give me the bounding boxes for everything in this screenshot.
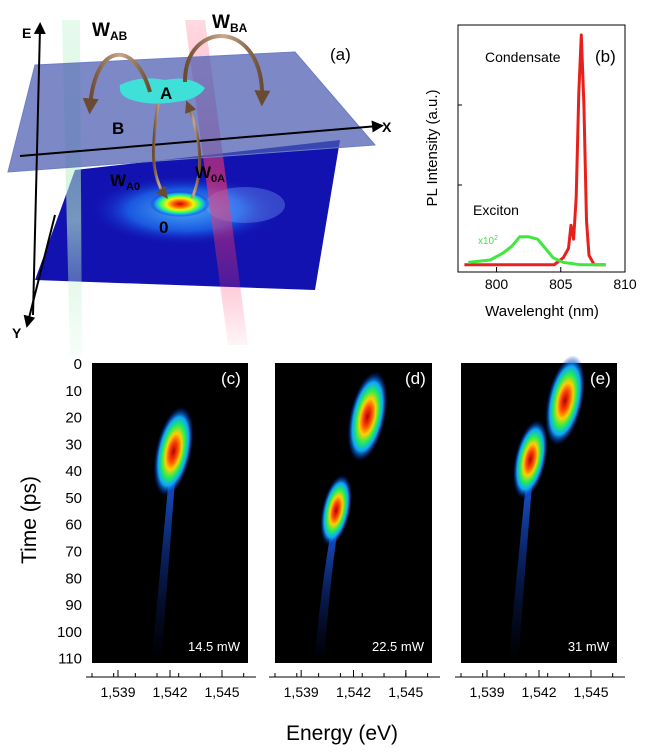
state-a-label: A xyxy=(160,84,172,103)
streak-blob xyxy=(512,419,548,499)
streak-blob xyxy=(544,355,586,446)
scale-label: x102 xyxy=(478,235,498,247)
spectrum-xlabel: Wavelenght (nm) xyxy=(485,303,599,320)
spectrum-ylabel: PL Intensity (a.u.) xyxy=(424,89,441,206)
streak-blob xyxy=(347,371,388,462)
panel-b: 800 805 810 (b) Condensate Exciton x102 Wa… xyxy=(424,24,637,320)
time-tick-label: 60 xyxy=(65,517,82,534)
time-tick-label: 80 xyxy=(65,570,82,587)
streak-tail xyxy=(508,469,534,663)
streak-blob xyxy=(320,474,352,547)
time-tick-label: 0 xyxy=(74,356,82,373)
spectrum-frame xyxy=(457,24,626,273)
series-line-condensate xyxy=(464,33,606,267)
streak-time-axis: 0 10 20 30 40 50 60 70 80 90 100 110 xyxy=(57,356,82,668)
time-tick-label: 40 xyxy=(65,463,82,480)
spectrum-xtick-label: 800 xyxy=(485,276,509,292)
panel-a: E X Y (a) WAB WBA A B WA0 W0A 0 xyxy=(7,12,392,355)
axis-e-label: E xyxy=(22,25,31,41)
hotspot-0 xyxy=(150,191,210,217)
arrow-w-a0 xyxy=(152,103,168,199)
panel-b-label: (b) xyxy=(595,47,616,66)
time-tick-label: 10 xyxy=(65,383,82,400)
time-tick-label: 90 xyxy=(65,597,82,614)
series-line-exciton xyxy=(468,235,606,267)
axis-y-label: Y xyxy=(12,325,22,341)
streak-panels: 0 10 20 30 40 50 60 70 80 90 100 110 1,539 1,542 1,54… xyxy=(18,355,625,745)
energy-tick-label: 1,545 xyxy=(388,684,423,700)
exciton-label: Exciton xyxy=(473,202,519,218)
streak-tail xyxy=(314,520,340,663)
spectrum-xtick-label: 810 xyxy=(613,276,637,292)
energy-tick-label: 1,542 xyxy=(152,684,187,700)
arrow-w-0a xyxy=(185,100,202,199)
streak-background xyxy=(461,363,617,663)
arrow-w-ab xyxy=(82,52,152,115)
streak-panel: 1,539 1,542 1,545 (d) 22.5 mW xyxy=(269,363,440,700)
streak-power-label: 31 mW xyxy=(568,639,610,654)
axis-x-label: X xyxy=(382,119,392,135)
streak-power-label: 14.5 mW xyxy=(188,639,241,654)
streak-tail xyxy=(151,461,177,663)
energy-tick-label: 1,539 xyxy=(469,684,504,700)
energy-tick-label: 1,542 xyxy=(521,684,556,700)
streak-panel-group: 1,539 1,542 1,545 (c) 14.5 mW 1,539 1,542 1,545… xyxy=(86,355,625,700)
w-ab-label: WAB xyxy=(92,20,128,43)
spectrum-xtick-label: 805 xyxy=(549,276,573,292)
axis-e-line xyxy=(32,22,46,316)
streak-power-label: 22.5 mW xyxy=(372,639,425,654)
streak-panel-label: (c) xyxy=(221,369,241,388)
energy-tick-label: 1,542 xyxy=(336,684,371,700)
time-tick-label: 30 xyxy=(65,436,82,453)
energy-tick-label: 1,545 xyxy=(204,684,239,700)
time-tick-label: 100 xyxy=(57,624,82,641)
time-tick-label: 20 xyxy=(65,410,82,427)
streak-blob xyxy=(153,406,194,497)
energy-tick-label: 1,539 xyxy=(100,684,135,700)
streak-panel-label: (d) xyxy=(405,369,426,388)
condensate-label: Condensate xyxy=(485,49,561,65)
state-b-label: B xyxy=(112,119,124,138)
time-tick-label: 110 xyxy=(58,651,82,668)
spectrum-ticks: 800 805 810 xyxy=(458,104,637,292)
streak-panel: 1,539 1,542 1,545 (e) 31 mW xyxy=(455,355,625,700)
spectrum-lines xyxy=(464,33,606,267)
state-0-label: 0 xyxy=(159,218,168,237)
time-tick-label: 70 xyxy=(65,544,82,561)
energy-tick-label: 1,545 xyxy=(573,684,608,700)
axis-y-line xyxy=(23,214,56,328)
streak-ylabel: Time (ps) xyxy=(18,476,41,564)
streak-xlabel: Energy (eV) xyxy=(286,722,398,745)
arrow-w-ba xyxy=(183,34,271,107)
streak-panel-label: (e) xyxy=(590,369,611,388)
state-a-region xyxy=(119,78,205,104)
time-tick-label: 50 xyxy=(65,490,82,507)
w-a0-label: WA0 xyxy=(110,171,140,193)
energy-tick-label: 1,539 xyxy=(284,684,319,700)
w-ba-label: WBA xyxy=(212,12,248,35)
panel-a-label: (a) xyxy=(330,45,351,64)
w-0a-label: W0A xyxy=(195,163,225,185)
streak-panel: 1,539 1,542 1,545 (c) 14.5 mW xyxy=(86,363,256,700)
